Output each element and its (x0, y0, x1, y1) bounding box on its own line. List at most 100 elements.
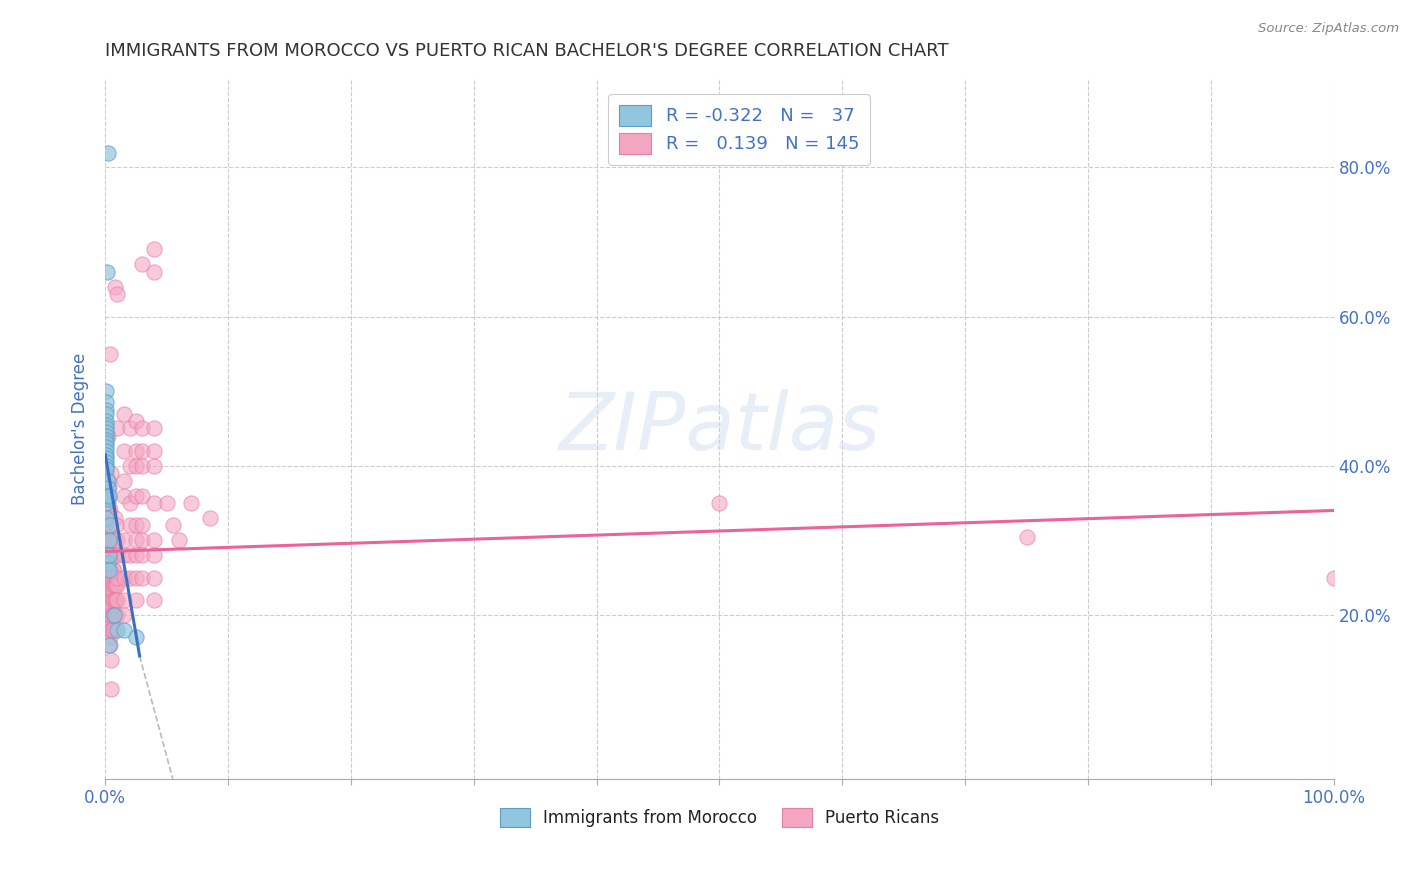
Point (105, 593, 128, 607)
Point (104, 593, 127, 607)
Point (96, 402, 118, 417)
Point (97, 548, 120, 562)
Point (97, 578, 120, 592)
Point (97, 489, 120, 503)
Point (101, 533, 124, 548)
Point (101, 593, 124, 607)
Point (98, 623, 121, 637)
Point (107, 287, 129, 301)
Point (96, 559, 118, 574)
Point (118, 421, 141, 435)
Point (96, 556, 118, 570)
Point (101, 563, 124, 577)
Point (112, 607, 135, 622)
Point (198, 511, 221, 525)
Point (101, 623, 124, 637)
Point (131, 257, 153, 271)
Point (125, 489, 148, 503)
Point (97, 563, 120, 577)
Point (96, 451, 118, 466)
Legend: Immigrants from Morocco, Puerto Ricans: Immigrants from Morocco, Puerto Ricans (494, 801, 946, 834)
Point (103, 571, 125, 585)
Point (103, 533, 125, 548)
Point (143, 593, 166, 607)
Point (98, 630, 121, 644)
Point (97, 518, 120, 533)
Point (105, 518, 128, 533)
Point (98, 533, 121, 548)
Point (96, 407, 118, 421)
Point (97, 593, 120, 607)
Point (96, 525, 118, 540)
Point (107, 421, 129, 435)
Point (105, 548, 128, 562)
Point (112, 593, 135, 607)
Point (97, 556, 120, 570)
Point (131, 421, 153, 435)
Point (107, 548, 129, 562)
Point (125, 443, 148, 458)
Point (96, 496, 118, 510)
Point (143, 496, 166, 510)
Point (97, 533, 120, 548)
Point (97, 607, 120, 622)
Point (143, 265, 166, 279)
Point (118, 548, 141, 562)
Point (1015, 530, 1038, 544)
Point (104, 511, 127, 525)
Point (107, 593, 129, 607)
Point (97, 145, 120, 160)
Point (96, 462, 118, 476)
Point (96, 429, 118, 443)
Point (98, 518, 121, 533)
Point (107, 623, 129, 637)
Point (107, 578, 129, 592)
Point (125, 458, 148, 473)
Point (97, 571, 120, 585)
Point (97, 503, 120, 517)
Point (143, 458, 166, 473)
Point (97, 541, 120, 555)
Point (97, 481, 120, 495)
Point (96, 443, 118, 458)
Point (162, 518, 184, 533)
Point (143, 548, 166, 562)
Point (96, 563, 118, 577)
Point (131, 458, 153, 473)
Text: IMMIGRANTS FROM MOROCCO VS PUERTO RICAN BACHELOR'S DEGREE CORRELATION CHART: IMMIGRANTS FROM MOROCCO VS PUERTO RICAN … (105, 42, 949, 60)
Point (105, 578, 128, 592)
Point (97, 600, 120, 615)
Point (125, 593, 148, 607)
Point (96, 395, 118, 409)
Point (96, 384, 118, 399)
Point (131, 518, 153, 533)
Point (100, 652, 122, 666)
Point (101, 585, 124, 599)
Point (97, 600, 120, 615)
Point (112, 533, 135, 548)
Point (96, 265, 118, 279)
Point (100, 623, 122, 637)
Point (98, 638, 121, 652)
Point (125, 630, 148, 644)
Point (131, 533, 153, 548)
Point (97, 571, 120, 585)
Point (96, 548, 118, 562)
Point (97, 578, 120, 592)
Point (100, 548, 122, 562)
Point (98, 347, 121, 361)
Point (97, 474, 120, 488)
Point (107, 571, 129, 585)
Point (100, 571, 122, 585)
Point (97, 533, 120, 548)
Point (96, 518, 118, 533)
Point (1323, 571, 1346, 585)
Point (96, 585, 118, 599)
Point (97, 556, 120, 570)
Point (98, 578, 121, 592)
Point (96, 511, 118, 525)
Point (112, 407, 135, 421)
Point (131, 443, 153, 458)
Point (97, 533, 120, 548)
Point (96, 417, 118, 432)
